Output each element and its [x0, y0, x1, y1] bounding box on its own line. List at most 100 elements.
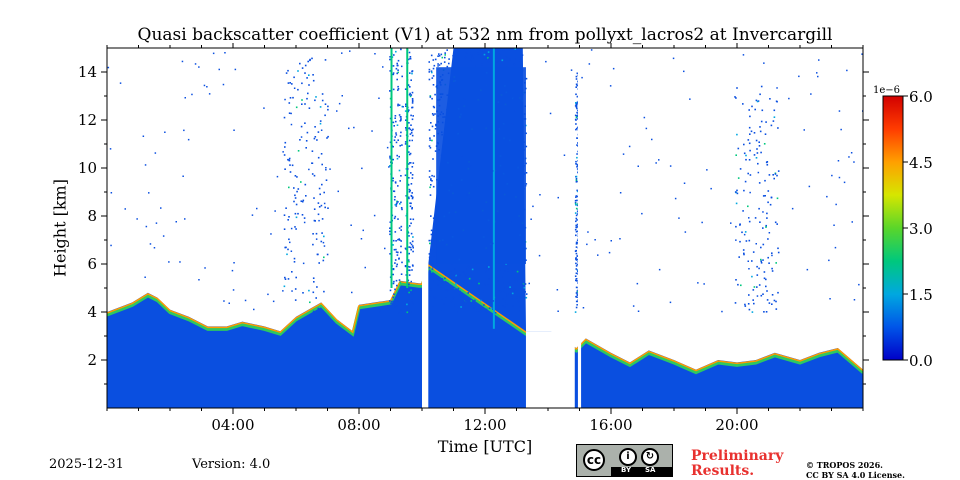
preliminary-line-1: Preliminary [691, 448, 784, 464]
noise-pixel [362, 229, 364, 232]
noise-pixel [476, 185, 479, 187]
noise-pixel [756, 100, 759, 103]
noise-pixel [457, 287, 460, 290]
noise-pixel [288, 216, 290, 218]
noise-pixel [435, 208, 437, 210]
noise-pixel [438, 269, 440, 272]
noise-pixel [433, 296, 435, 299]
noise-pixel [492, 308, 494, 310]
noise-pixel [325, 167, 327, 169]
noise-pixel [394, 136, 396, 138]
noise-pixel [763, 62, 765, 64]
noise-pixel [453, 304, 456, 307]
noise-pixel [349, 50, 351, 52]
noise-pixel [302, 292, 304, 294]
noise-pixel [295, 228, 297, 230]
noise-pixel [485, 266, 488, 269]
noise-pixel [443, 303, 445, 305]
noise-pixel [563, 154, 566, 156]
noise-pixel [412, 250, 414, 253]
noise-pixel [453, 56, 455, 59]
noise-pixel [319, 122, 322, 125]
noise-pixel [317, 213, 320, 216]
noise-pixel [575, 203, 577, 206]
noise-pixel [392, 273, 394, 276]
noise-pixel [407, 183, 410, 186]
noise-pixel [497, 280, 499, 282]
noise-pixel [430, 229, 433, 232]
noise-pixel [557, 310, 559, 312]
noise-pixel [228, 302, 230, 304]
noise-pixel [323, 202, 326, 205]
noise-pixel [760, 120, 763, 123]
noise-pixel [750, 130, 753, 133]
noise-pixel [739, 168, 742, 170]
noise-pixel [428, 145, 431, 147]
noise-pixel [774, 173, 777, 175]
preliminary-results-note: Preliminary Results. [691, 449, 783, 479]
noise-pixel [467, 265, 470, 268]
noise-pixel [396, 263, 398, 266]
noise-pixel [397, 201, 399, 203]
noise-pixel [461, 304, 463, 306]
noise-pixel [467, 292, 469, 294]
noise-pixel [454, 274, 456, 276]
noise-pixel [432, 59, 435, 61]
noise-pixel [498, 290, 500, 292]
noise-pixel [622, 153, 625, 155]
noise-pixel [446, 65, 449, 68]
noise-pixel [575, 226, 577, 229]
noise-pixel [575, 83, 578, 86]
noise-pixel [462, 295, 464, 298]
noise-pixel [471, 268, 474, 271]
noise-pixel [431, 71, 433, 74]
noise-pixel [576, 280, 578, 282]
noise-pixel [747, 172, 749, 175]
noise-pixel [454, 288, 456, 290]
noise-pixel [136, 218, 138, 220]
noise-pixel [846, 69, 848, 72]
noise-pixel [505, 295, 508, 297]
noise-pixel [408, 225, 411, 227]
noise-pixel [518, 310, 521, 312]
noise-pixel [407, 163, 410, 165]
noise-pixel [405, 248, 407, 251]
noise-pixel [144, 164, 147, 166]
noise-pixel [735, 97, 737, 99]
noise-pixel [491, 298, 494, 301]
noise-pixel [826, 195, 828, 198]
noise-pixel [734, 191, 737, 193]
noise-pixel [504, 306, 506, 308]
noise-pixel [397, 218, 399, 220]
noise-pixel [431, 113, 434, 115]
noise-pixel [432, 266, 434, 268]
noise-pixel [428, 253, 431, 255]
noise-pixel [329, 168, 331, 170]
noise-pixel [409, 152, 412, 155]
noise-pixel [577, 145, 579, 147]
noise-pixel [312, 291, 315, 294]
noise-pixel [764, 179, 766, 182]
noise-pixel [756, 148, 758, 150]
noise-pixel [389, 155, 391, 158]
noise-pixel [272, 300, 275, 303]
noise-pixel [411, 293, 413, 295]
noise-pixel [575, 179, 578, 181]
cc-license-badge: cc i ↻ BY SA [576, 444, 673, 477]
noise-pixel [409, 128, 412, 131]
noise-pixel [737, 147, 740, 150]
noise-pixel [482, 290, 485, 293]
noise-pixel [756, 152, 759, 154]
noise-pixel [504, 300, 507, 303]
noise-pixel [861, 53, 863, 55]
noise-pixel [762, 259, 764, 261]
noise-pixel [392, 145, 394, 148]
noise-pixel [771, 252, 773, 254]
noise-pixel [766, 299, 769, 301]
noise-pixel [576, 294, 579, 296]
noise-pixel [853, 161, 855, 163]
noise-pixel [394, 304, 397, 307]
noise-pixel [505, 277, 507, 280]
noise-pixel [478, 267, 480, 270]
noise-pixel [311, 150, 314, 152]
